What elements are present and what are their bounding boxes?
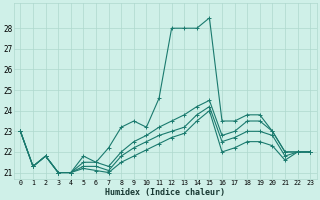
X-axis label: Humidex (Indice chaleur): Humidex (Indice chaleur) — [105, 188, 225, 197]
